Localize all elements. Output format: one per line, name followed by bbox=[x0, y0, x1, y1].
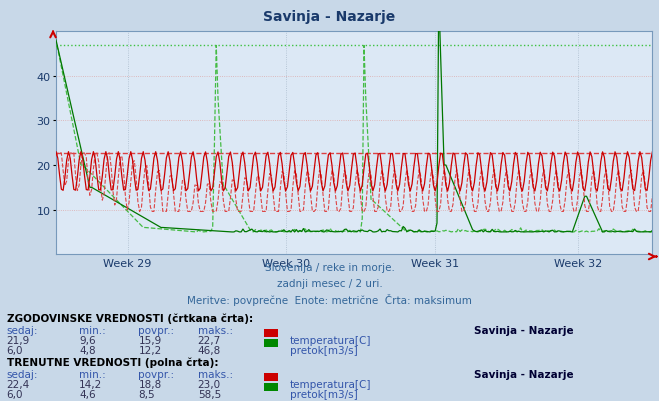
Text: povpr.:: povpr.: bbox=[138, 325, 175, 335]
Text: pretok[m3/s]: pretok[m3/s] bbox=[290, 345, 358, 355]
Text: sedaj:: sedaj: bbox=[7, 369, 38, 379]
Text: 18,8: 18,8 bbox=[138, 379, 161, 389]
Text: TRENUTNE VREDNOSTI (polna črta):: TRENUTNE VREDNOSTI (polna črta): bbox=[7, 357, 218, 367]
Text: 58,5: 58,5 bbox=[198, 389, 221, 399]
Text: maks.:: maks.: bbox=[198, 325, 233, 335]
Text: min.:: min.: bbox=[79, 325, 106, 335]
Text: 6,0: 6,0 bbox=[7, 389, 23, 399]
Text: 4,8: 4,8 bbox=[79, 345, 96, 355]
Text: Slovenija / reke in morje.: Slovenija / reke in morje. bbox=[264, 263, 395, 273]
Text: min.:: min.: bbox=[79, 369, 106, 379]
Text: povpr.:: povpr.: bbox=[138, 369, 175, 379]
Text: 9,6: 9,6 bbox=[79, 335, 96, 345]
Text: 21,9: 21,9 bbox=[7, 335, 30, 345]
Text: 6,0: 6,0 bbox=[7, 345, 23, 355]
Text: temperatura[C]: temperatura[C] bbox=[290, 335, 372, 345]
Text: temperatura[C]: temperatura[C] bbox=[290, 379, 372, 389]
Text: sedaj:: sedaj: bbox=[7, 325, 38, 335]
Text: Savinja - Nazarje: Savinja - Nazarje bbox=[474, 369, 574, 379]
Text: pretok[m3/s]: pretok[m3/s] bbox=[290, 389, 358, 399]
Text: 23,0: 23,0 bbox=[198, 379, 221, 389]
Text: 8,5: 8,5 bbox=[138, 389, 155, 399]
Text: zadnji mesec / 2 uri.: zadnji mesec / 2 uri. bbox=[277, 278, 382, 288]
Text: Meritve: povprečne  Enote: metrične  Črta: maksimum: Meritve: povprečne Enote: metrične Črta:… bbox=[187, 293, 472, 305]
Text: 4,6: 4,6 bbox=[79, 389, 96, 399]
Text: 46,8: 46,8 bbox=[198, 345, 221, 355]
Text: 14,2: 14,2 bbox=[79, 379, 102, 389]
Text: Savinja - Nazarje: Savinja - Nazarje bbox=[474, 325, 574, 335]
Text: maks.:: maks.: bbox=[198, 369, 233, 379]
Text: ZGODOVINSKE VREDNOSTI (črtkana črta):: ZGODOVINSKE VREDNOSTI (črtkana črta): bbox=[7, 313, 252, 323]
Text: 12,2: 12,2 bbox=[138, 345, 161, 355]
Text: 15,9: 15,9 bbox=[138, 335, 161, 345]
Text: 22,7: 22,7 bbox=[198, 335, 221, 345]
Text: 22,4: 22,4 bbox=[7, 379, 30, 389]
Text: Savinja - Nazarje: Savinja - Nazarje bbox=[264, 10, 395, 24]
